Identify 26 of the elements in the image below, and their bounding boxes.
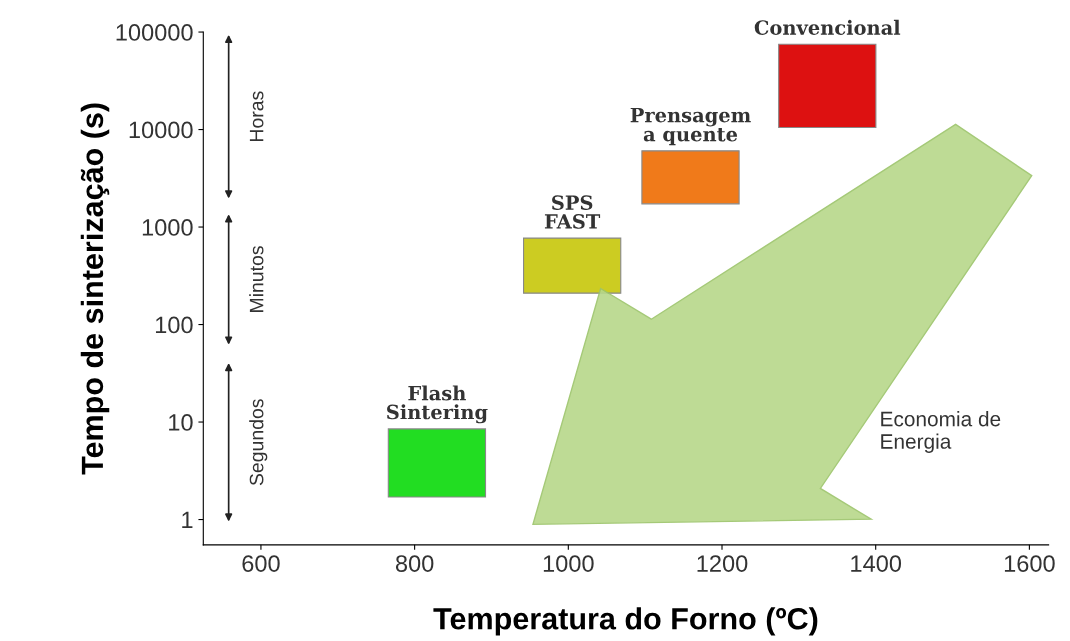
annotation: Prensagem a quente xyxy=(630,107,751,146)
x-tick-label: 1200 xyxy=(697,555,748,572)
y-tick-label: 10 xyxy=(169,414,193,431)
x-tick-label: 1400 xyxy=(851,555,902,572)
y-tick-label: 10000 xyxy=(129,121,193,139)
x-tick-label: 800 xyxy=(395,555,434,572)
annotation: Minutos xyxy=(249,246,264,312)
y-tick-label: 100 xyxy=(155,316,193,334)
annotation: Economia de Energia xyxy=(881,411,1001,453)
annotation: SPS FAST xyxy=(544,195,601,229)
annotation: Horas xyxy=(249,91,264,141)
x-tick-label: 1000 xyxy=(543,555,594,572)
bar xyxy=(387,428,487,498)
annotation: Segundos xyxy=(249,399,268,486)
annotation: Flash Sintering xyxy=(387,385,488,424)
y-tick-label: 100000 xyxy=(116,24,193,41)
x-axis-title: Temperatura do Forno (ºC) xyxy=(433,607,818,636)
bar xyxy=(778,43,877,129)
bar xyxy=(641,150,740,205)
x-tick-label: 600 xyxy=(242,555,280,572)
bar xyxy=(522,237,622,294)
y-tick-label: 1000 xyxy=(142,219,193,236)
x-tick-label: 1600 xyxy=(1004,555,1055,572)
y-axis-title: Tempo de sinterização (s) xyxy=(80,103,110,475)
annotation: Convencional xyxy=(754,19,901,35)
y-tick-label: 1 xyxy=(182,511,193,529)
